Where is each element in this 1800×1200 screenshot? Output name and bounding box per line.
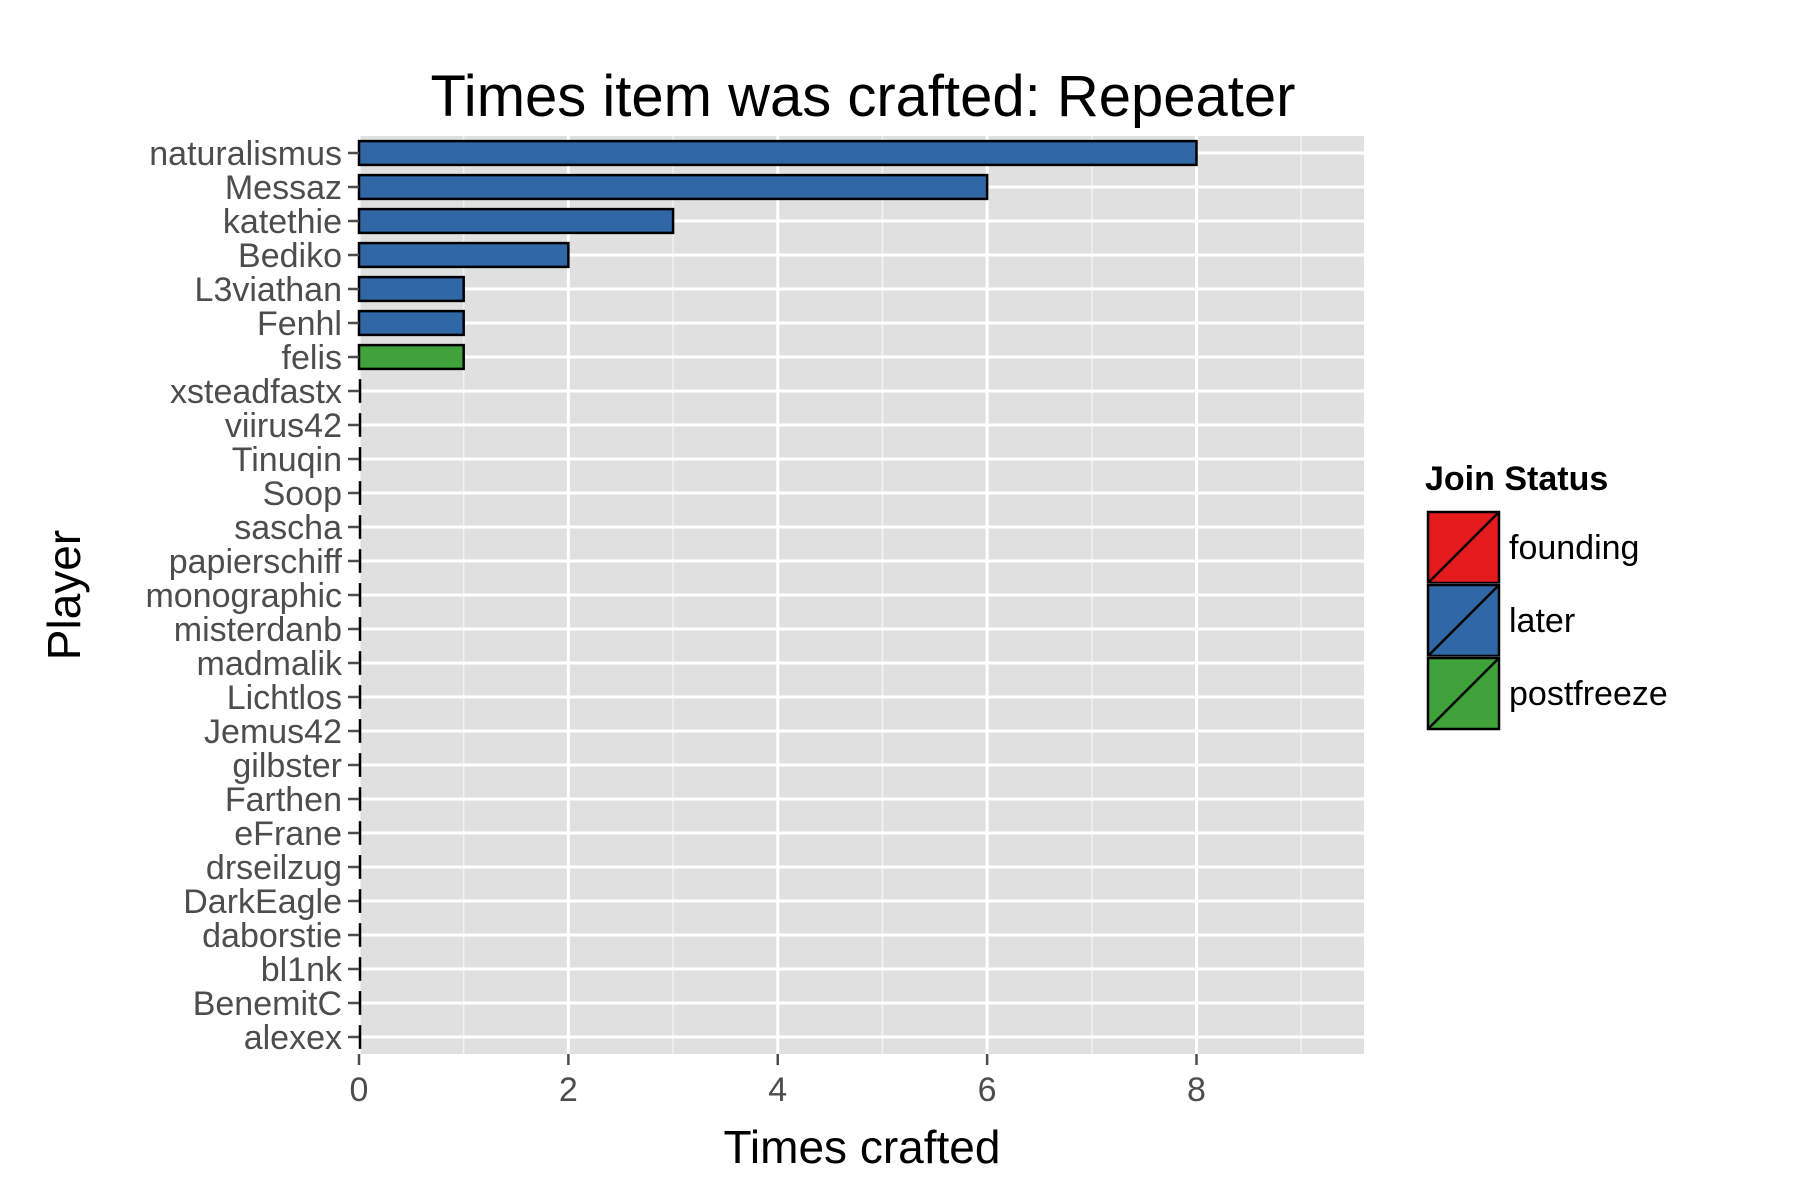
legend-slash-postfreeze: [1427, 657, 1500, 730]
bar-Messaz: [357, 173, 989, 201]
legend-label-founding: founding: [1509, 529, 1639, 567]
x-axis: 0 2 4 6 8: [350, 1054, 1206, 1109]
y-tick-label: gilbster: [232, 747, 342, 785]
y-tick-label: L3viathan: [195, 271, 342, 309]
legend-slash-founding: [1427, 511, 1500, 584]
y-tick-label: madmalik: [197, 645, 343, 683]
y-tick-label: Messaz: [225, 169, 342, 207]
legend: Join Status founding later postfreeze: [1425, 460, 1668, 731]
y-tick-label: viirus42: [225, 407, 342, 445]
y-tick-label: DarkEagle: [183, 883, 342, 921]
y-tick-label: katethie: [223, 203, 342, 241]
x-tick-label: 2: [559, 1071, 578, 1109]
y-axis: naturalismusMessazkatethieBedikoL3viatha…: [145, 135, 359, 1057]
bar-Bediko: [357, 241, 570, 269]
y-axis-title: Player: [38, 530, 90, 660]
y-tick-label: papierschiff: [169, 543, 343, 581]
y-tick-label: Soop: [263, 475, 342, 513]
bar-felis: [357, 343, 465, 371]
y-tick-label: felis: [282, 339, 342, 377]
bar-Fenhl: [357, 309, 465, 337]
y-tick-label: Lichtlos: [227, 679, 342, 717]
y-tick-label: Tinuqin: [232, 441, 342, 479]
legend-label-postfreeze: postfreeze: [1509, 675, 1668, 713]
x-tick-label: 8: [1187, 1071, 1206, 1109]
bar-L3viathan: [357, 275, 465, 303]
y-tick-label: xsteadfastx: [170, 373, 342, 411]
x-tick-label: 4: [768, 1071, 787, 1109]
y-tick-label: naturalismus: [149, 135, 342, 173]
legend-title: Join Status: [1425, 460, 1608, 498]
y-tick-label: daborstie: [202, 917, 342, 955]
x-axis-title: Times crafted: [724, 1121, 1001, 1173]
bar-naturalismus: [357, 139, 1198, 167]
y-tick-label: BenemitC: [193, 985, 342, 1023]
y-tick-label: Bediko: [238, 237, 342, 275]
chart-title: Times item was crafted: Repeater: [431, 64, 1296, 129]
x-tick-label: 6: [978, 1071, 997, 1109]
y-tick-label: bl1nk: [261, 951, 343, 989]
legend-slash-later: [1427, 584, 1500, 657]
y-tick-label: sascha: [234, 509, 342, 547]
bar-katethie: [357, 207, 675, 235]
y-tick-label: drseilzug: [206, 849, 342, 887]
y-tick-label: misterdanb: [174, 611, 342, 649]
y-tick-label: Jemus42: [204, 713, 342, 751]
legend-label-later: later: [1509, 602, 1575, 640]
y-tick-label: Farthen: [225, 781, 342, 819]
y-tick-label: eFrane: [234, 815, 342, 853]
y-tick-label: alexex: [244, 1019, 342, 1057]
x-tick-label: 0: [350, 1071, 369, 1109]
y-tick-label: Fenhl: [257, 305, 342, 343]
y-tick-label: monographic: [145, 577, 342, 615]
